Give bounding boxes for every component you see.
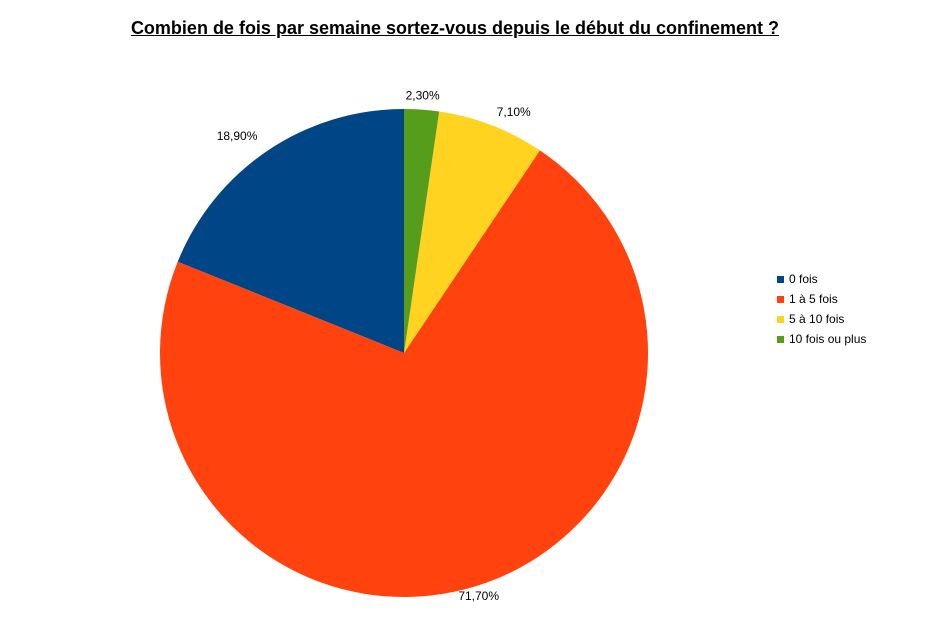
- pie-slice: [160, 150, 648, 597]
- pie-slice: [404, 109, 440, 353]
- legend-swatch: [777, 315, 784, 323]
- slice-value-label: 7,10%: [497, 105, 531, 119]
- legend-item: 0 fois: [777, 269, 866, 289]
- legend-item: 5 à 10 fois: [777, 309, 866, 329]
- slice-value-label: 2,30%: [406, 89, 440, 103]
- legend-label: 10 fois ou plus: [789, 332, 867, 346]
- legend-item: 10 fois ou plus: [777, 329, 866, 349]
- pie-slice: [177, 109, 404, 353]
- legend-item: 1 à 5 fois: [777, 289, 866, 309]
- slice-value-label: 71,70%: [458, 589, 499, 603]
- chart-legend: 0 fois 1 à 5 fois 5 à 10 fois 10 fois ou pl…: [777, 269, 866, 349]
- legend-label: 0 fois: [789, 272, 818, 286]
- pie-slice: [404, 111, 540, 353]
- slice-value-label: 18,90%: [217, 129, 258, 143]
- legend-swatch: [777, 295, 784, 303]
- legend-label: 5 à 10 fois: [789, 312, 845, 326]
- legend-label: 1 à 5 fois: [789, 292, 838, 306]
- chart-title: Combien de fois par semaine sortez-vous …: [130, 18, 780, 38]
- legend-swatch: [777, 335, 784, 343]
- legend-swatch: [777, 275, 784, 283]
